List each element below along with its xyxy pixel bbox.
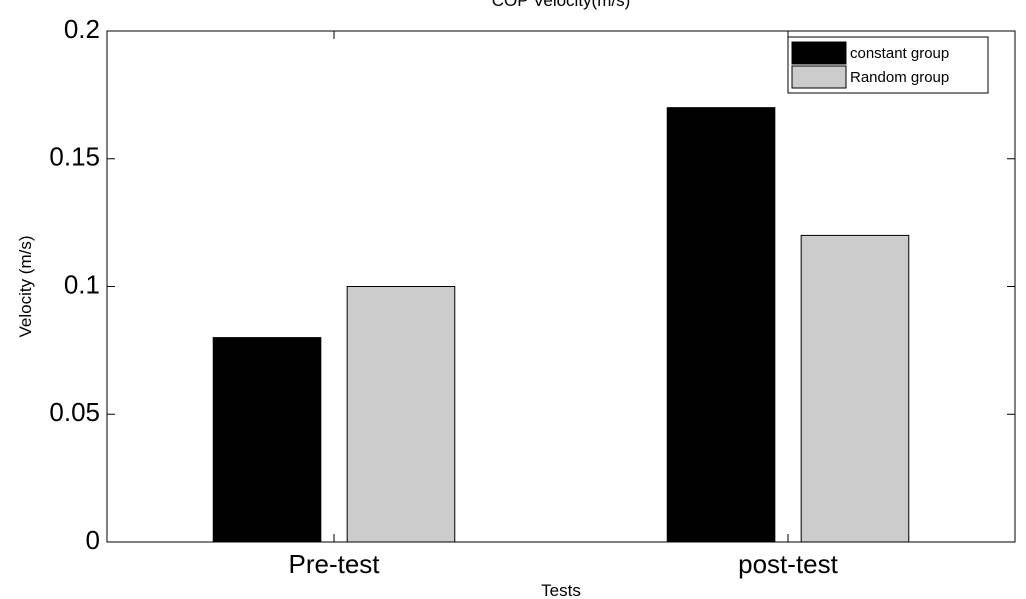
y-tick-label: 0.2 <box>64 14 100 44</box>
y-axis-label: Velocity (m/s) <box>16 235 35 337</box>
legend-label: constant group <box>850 45 949 62</box>
legend-label: Random group <box>850 69 949 86</box>
y-tick-label: 0.1 <box>64 269 100 299</box>
ticks-group <box>107 30 1015 543</box>
bar-random-group-post-test <box>800 234 910 543</box>
y-tick-label: 0.05 <box>49 397 100 427</box>
bar-random-group-pre-test <box>346 286 456 543</box>
legend-swatch <box>791 65 847 89</box>
bar-constant-group-pre-test <box>212 337 322 543</box>
legend: constant group Random group <box>787 36 989 94</box>
chart-title: COP Velocity(m/s) <box>492 0 631 10</box>
bar-constant-group-post-test <box>666 107 776 543</box>
y-tick-labels: 0 0.05 0.1 0.15 0.2 <box>49 14 100 555</box>
y-tick-label: 0 <box>86 525 100 555</box>
y-tick-label: 0.15 <box>49 142 100 172</box>
bars-group <box>212 107 910 543</box>
x-tick-labels: Pre-test post-test <box>288 549 838 579</box>
x-tick-label: Pre-test <box>288 549 380 579</box>
legend-swatch <box>791 41 847 65</box>
x-tick-label: post-test <box>738 549 838 579</box>
x-axis-label: Tests <box>541 581 581 599</box>
